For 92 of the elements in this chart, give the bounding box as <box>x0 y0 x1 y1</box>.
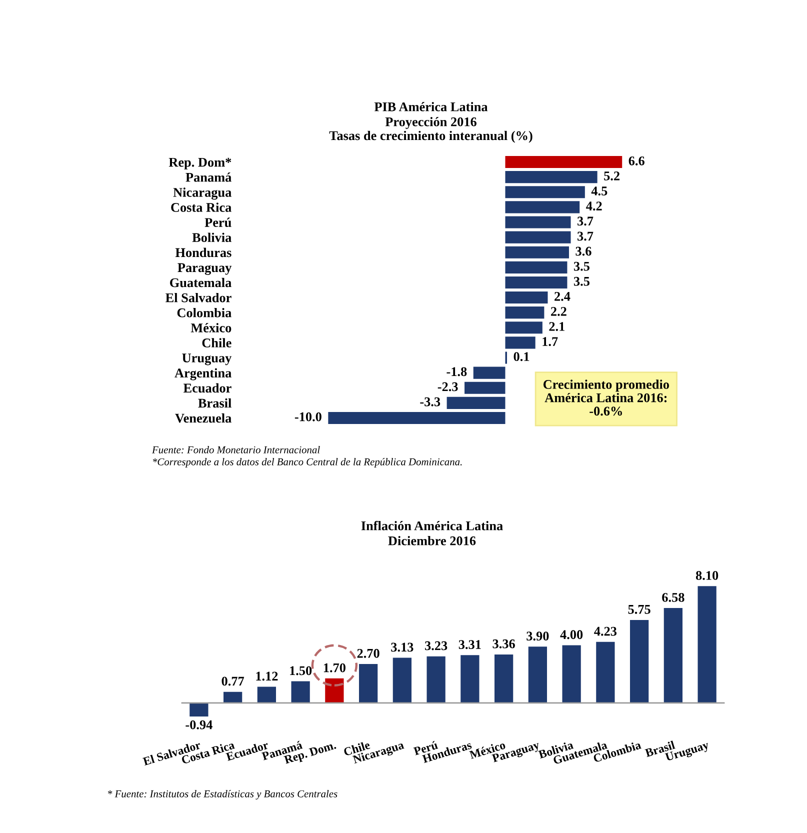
data-label: -3.3 <box>420 397 440 406</box>
data-label: 2.70 <box>357 648 380 658</box>
bar <box>505 306 544 319</box>
data-label: 3.90 <box>526 632 549 641</box>
bar <box>325 678 344 703</box>
bar <box>596 642 615 703</box>
bar <box>426 656 446 703</box>
bar <box>505 322 542 334</box>
data-label: 8.10 <box>696 571 718 580</box>
y-tick-label: Guatemala <box>170 278 232 288</box>
data-label: 1.70 <box>324 663 346 672</box>
data-label: 6.58 <box>662 592 684 602</box>
bar <box>291 681 310 703</box>
data-label: 2.1 <box>549 322 564 331</box>
data-label: 3.13 <box>391 642 414 652</box>
bar <box>528 646 548 703</box>
bar <box>257 686 276 703</box>
y-tick-label: Costa Rica <box>171 202 232 212</box>
bar <box>505 231 571 244</box>
bar <box>505 246 569 258</box>
bar <box>664 608 683 703</box>
chart-subtitle: Proyección 2016 Tasas de crecimiento interanual (%) <box>329 117 532 143</box>
y-tick-label: Rep. Dom* <box>168 158 232 170</box>
bar <box>505 261 568 274</box>
bar <box>505 216 571 228</box>
y-tick-label: Perú <box>204 218 232 227</box>
data-label: 3.31 <box>458 640 481 650</box>
y-tick-label: Venezuela <box>175 413 232 423</box>
chart-title: Inflación América Latina <box>361 520 503 530</box>
bar <box>505 336 536 349</box>
data-label: 4.2 <box>586 202 602 211</box>
data-label: 3.7 <box>578 232 594 241</box>
y-tick-label: Uruguay <box>182 354 232 366</box>
data-label: 1.7 <box>542 337 558 346</box>
data-label: 1.12 <box>256 672 278 681</box>
chart-title: PIB América Latina <box>374 102 488 112</box>
data-label: 3.36 <box>492 639 515 648</box>
data-label: -1.8 <box>446 367 467 376</box>
source-note: Fuente: Fondo Monetario Internacional <box>152 446 320 454</box>
y-tick-label: México <box>190 323 232 332</box>
bar <box>460 655 480 703</box>
data-label: 5.2 <box>604 172 620 180</box>
data-label: 6.6 <box>628 156 644 166</box>
bar <box>358 664 378 703</box>
bar <box>190 702 208 716</box>
data-label: 1.50 <box>290 666 312 676</box>
y-tick-label: Colombia <box>177 308 232 318</box>
data-label: 3.7 <box>578 216 594 226</box>
data-label: 4.5 <box>591 186 608 196</box>
y-tick-label: Panamá <box>186 172 232 182</box>
bar <box>505 156 622 168</box>
data-label: 3.5 <box>574 262 590 271</box>
data-label: -0.94 <box>186 720 212 730</box>
data-label: 0.1 <box>514 352 530 362</box>
y-tick-label: Ecuador <box>184 383 232 393</box>
y-tick-label: El Salvador <box>166 292 232 302</box>
y-tick-label: Bolivia <box>192 232 232 242</box>
text: * Fuente: Institutos de Estadísticas y Bancos Centrales <box>108 790 338 800</box>
bar <box>505 292 548 304</box>
data-label: 3.5 <box>574 276 590 286</box>
bar <box>473 366 506 379</box>
data-label: 4.00 <box>560 630 583 640</box>
bar <box>562 645 581 703</box>
bar <box>505 276 568 288</box>
y-tick-label: Nicaragua <box>173 188 232 200</box>
data-label: -10.0 <box>294 412 322 422</box>
bar <box>392 658 412 703</box>
data-label: 3.6 <box>576 246 592 256</box>
bar <box>630 620 649 703</box>
data-label: 2.4 <box>554 292 570 301</box>
bar <box>505 186 585 198</box>
bar <box>464 382 506 394</box>
bar <box>505 171 598 184</box>
bar <box>494 654 514 703</box>
bar <box>328 412 506 424</box>
y-tick-label: Paraguay <box>178 263 232 275</box>
data-label: 3.23 <box>425 641 448 650</box>
data-label: 5.75 <box>628 605 650 614</box>
y-tick-label: Honduras <box>175 248 232 258</box>
data-label: 2.2 <box>551 307 566 316</box>
text: *Corresponde a los datos del Banco Central de la República Dominicana. <box>153 458 462 468</box>
y-tick-label: Brasil <box>198 398 232 408</box>
data-label: 4.23 <box>594 626 617 636</box>
annotation: Crecimiento promedio América Latina 2016: -0.6% <box>543 380 669 416</box>
data-label: 0.77 <box>222 676 244 686</box>
bar <box>446 396 506 409</box>
bar <box>698 586 716 703</box>
data-label: -2.3 <box>438 382 458 392</box>
y-tick-label: Argentina <box>174 368 232 380</box>
bar <box>505 201 580 214</box>
y-tick-label: Chile <box>202 338 232 348</box>
chart-subtitle: Diciembre 2016 <box>388 536 476 546</box>
